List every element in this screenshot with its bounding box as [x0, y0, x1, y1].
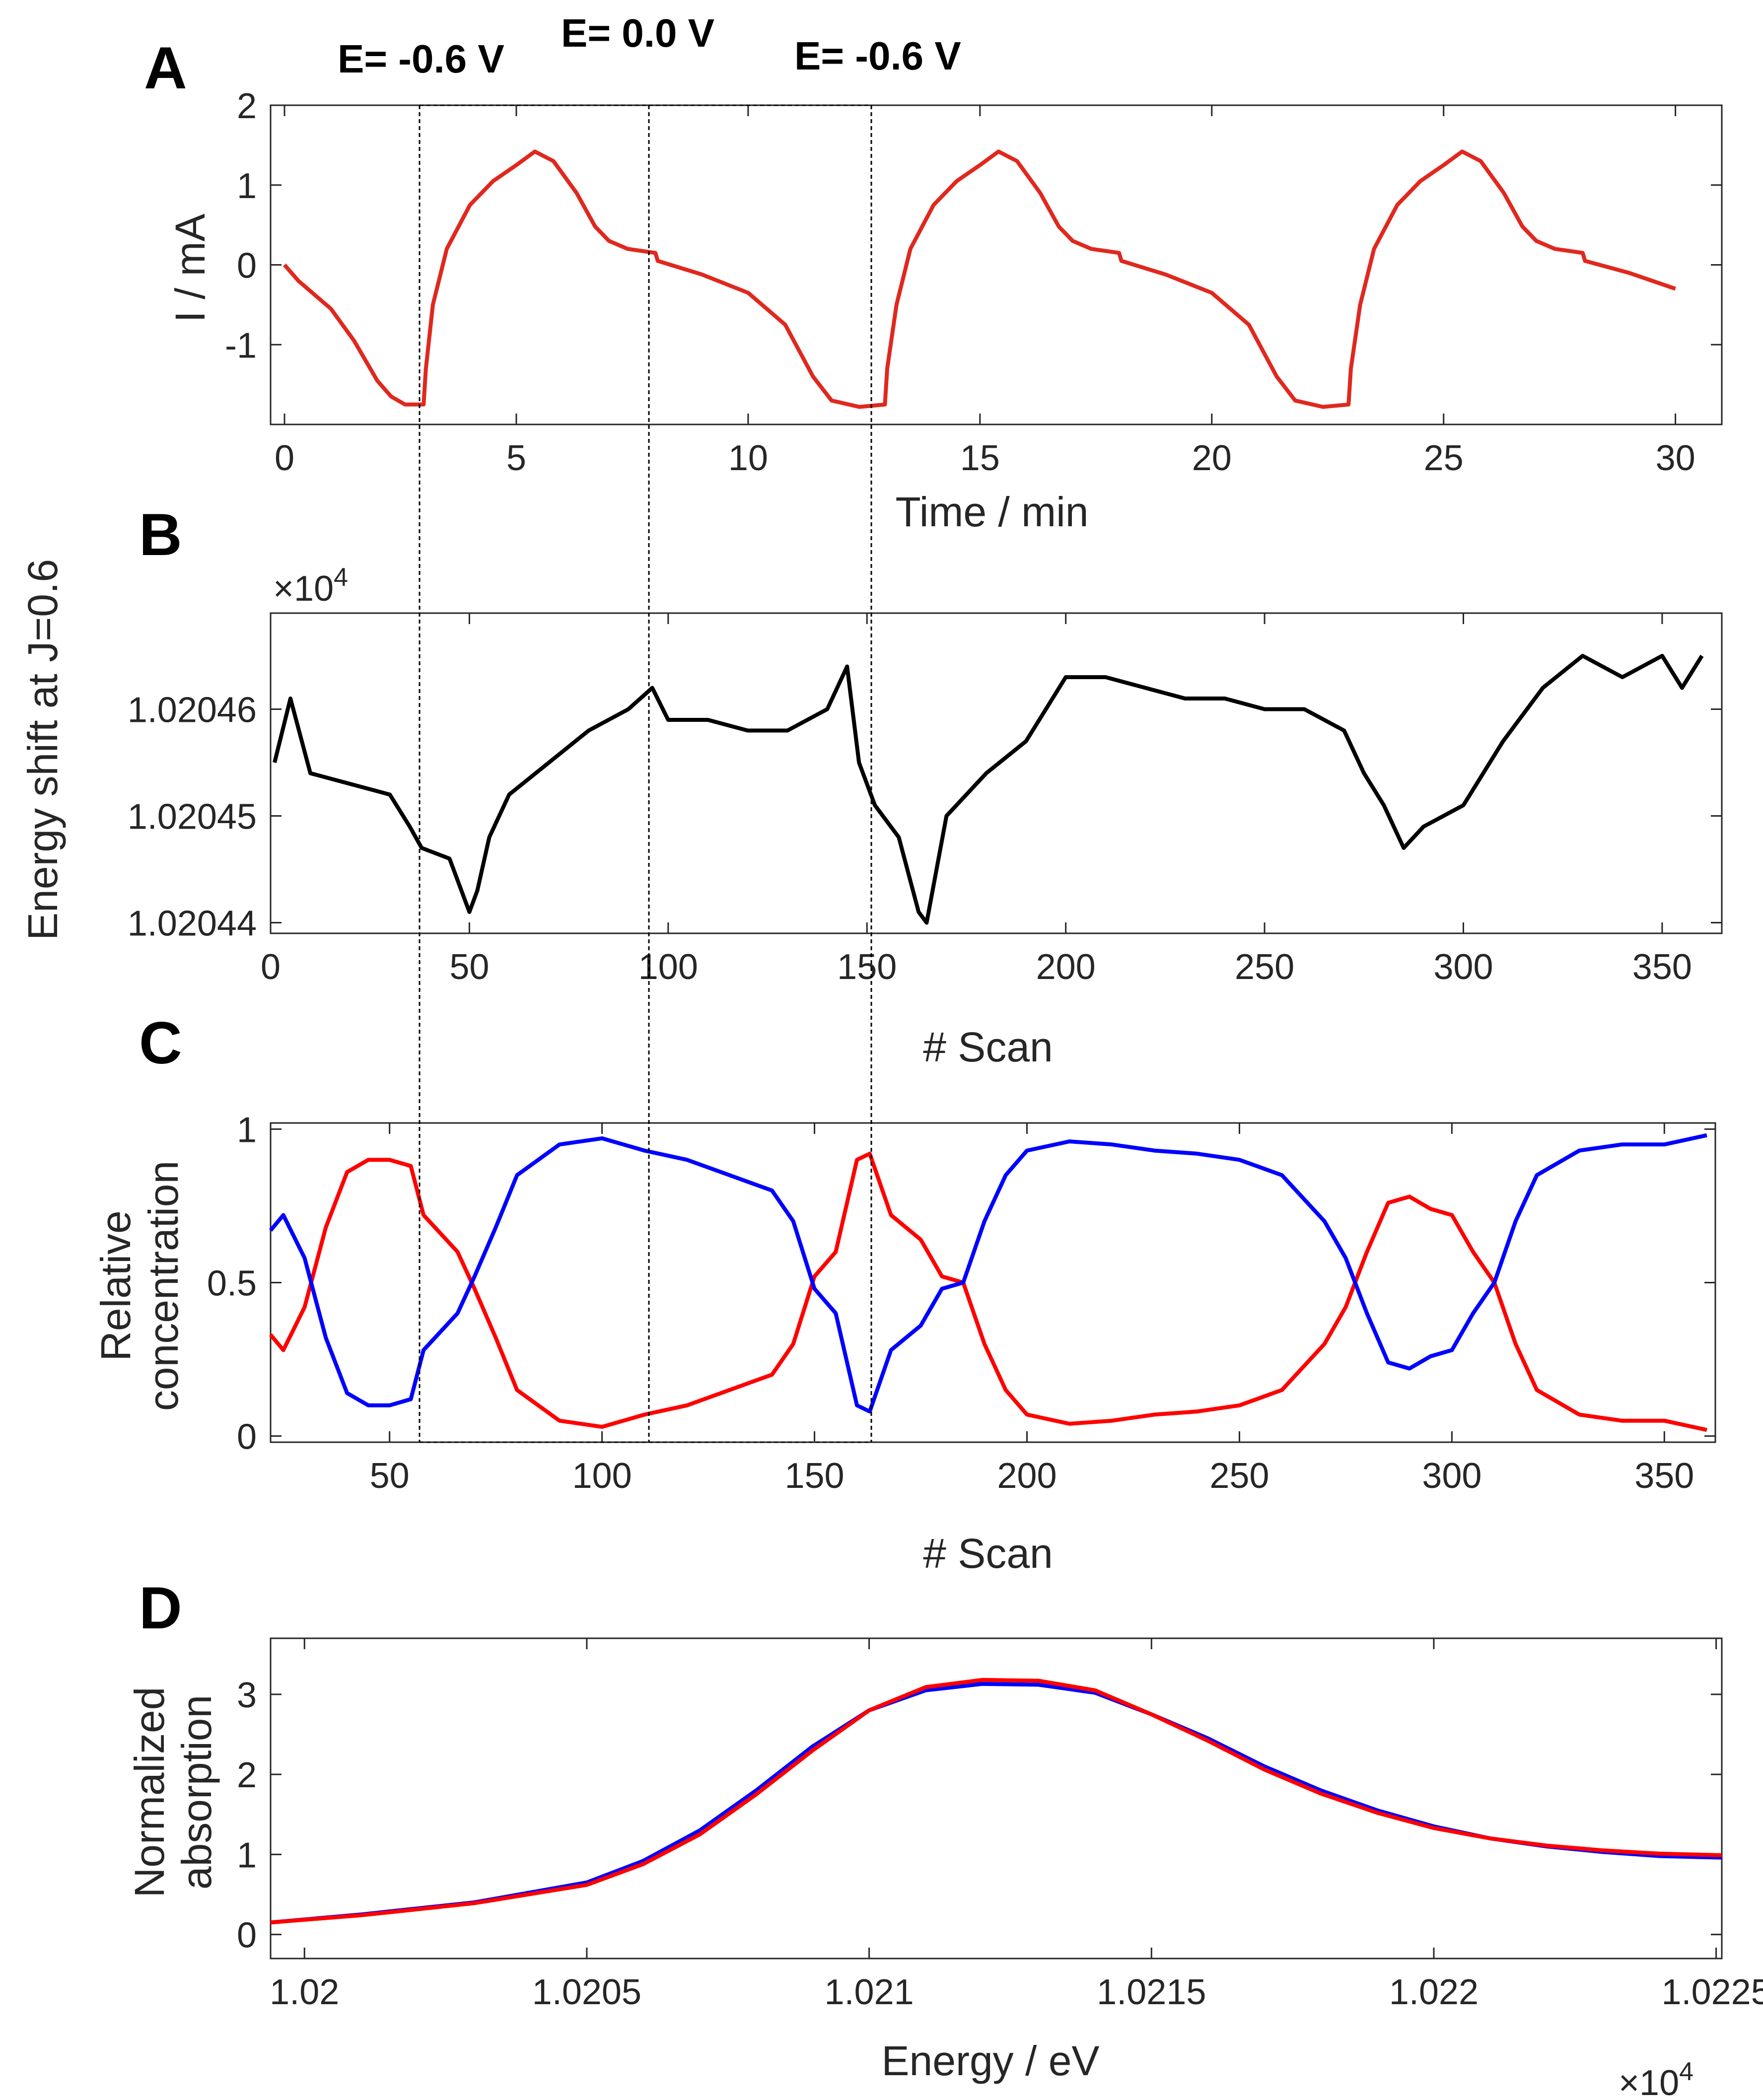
x-tick-label: 250: [1235, 947, 1294, 987]
x-tick-label: 300: [1433, 947, 1493, 987]
y-tick-label: 0: [237, 1916, 257, 1956]
panel-d-axis-multiplier: ×104: [1619, 2057, 1693, 2100]
y-tick-label: -1: [225, 326, 257, 365]
y-tick-label: 1: [237, 1110, 257, 1150]
plot-frame-d: [270, 1637, 1723, 1960]
x-tick-label: 0: [261, 947, 281, 987]
panel-d-y-axis-label-line2: absorption: [173, 1695, 220, 1890]
period-guide-lines: [419, 104, 872, 1443]
x-tick-label: 150: [837, 947, 897, 987]
panel-letter-b: B: [139, 501, 182, 568]
y-tick-label: 1.02046: [128, 691, 257, 730]
y-tick-label: 2: [237, 1755, 257, 1795]
panel-letter-d: D: [139, 1575, 182, 1641]
x-tick-label: 1.02: [270, 1972, 339, 2012]
x-tick-label: 10: [728, 438, 768, 478]
series-line-b-0: [273, 654, 1704, 925]
x-tick-label: 50: [449, 947, 489, 987]
panel-b-x-axis-label: # Scan: [923, 1024, 1053, 1070]
panel-b-energy-shift-plot: 0 50 100 150 200 250 300 350 1.02044 1.02045 1.020…: [128, 612, 1723, 987]
panel-c-y-axis-label-line1: Relative: [92, 1210, 139, 1361]
panel-d-absorption-plot: 1.02 1.0205 1.021 1.0215 1.022 1.0225 0 1 2 3: [237, 1637, 1763, 2012]
panel-letter-c: C: [139, 1010, 182, 1076]
x-tick-label: 20: [1192, 438, 1232, 478]
y-tick-label: 0: [237, 1417, 257, 1457]
series-line-d-1: [270, 1678, 1722, 1925]
series-line-c-0: [269, 1151, 1707, 1432]
x-tick-label: 50: [370, 1456, 410, 1496]
x-tick-label: 1.022: [1389, 1972, 1479, 2012]
x-tick-label: 300: [1422, 1456, 1481, 1496]
plot-frame-c: [270, 1122, 1716, 1443]
x-tick-label: 0: [275, 438, 294, 478]
x-tick-label: 25: [1424, 438, 1464, 478]
potential-label-right: E= -0.6 V: [794, 34, 961, 78]
x-tick-label: 100: [572, 1456, 632, 1496]
x-tick-label: 200: [997, 1456, 1057, 1496]
y-tick-label: 2: [237, 86, 257, 126]
potential-label-middle: E= 0.0 V: [561, 11, 714, 55]
y-tick-label: 1.02045: [128, 797, 257, 837]
x-tick-label: 30: [1656, 438, 1695, 478]
panel-a-current-plot: 0 5 10 15 20 25 30 -1 0 1 2: [225, 86, 1723, 478]
series-line-d-0: [270, 1681, 1722, 1925]
y-tick-label: 1: [237, 1835, 257, 1875]
x-tick-label: 250: [1209, 1456, 1269, 1496]
y-tick-label: 1: [237, 166, 257, 206]
x-tick-label: 5: [506, 438, 526, 478]
x-tick-label: 1.0215: [1097, 1972, 1206, 2012]
x-tick-label: 150: [784, 1456, 844, 1496]
y-tick-label: 0: [237, 246, 257, 286]
x-tick-label: 350: [1632, 947, 1692, 987]
x-tick-label: 1.021: [825, 1972, 914, 2012]
potential-label-left: E= -0.6 V: [338, 37, 504, 81]
x-tick-label: 200: [1036, 947, 1096, 987]
x-tick-label: 350: [1634, 1456, 1694, 1496]
panel-a-x-axis-label: Time / min: [896, 489, 1089, 535]
panel-letter-a: A: [144, 35, 187, 101]
x-tick-label: 100: [638, 947, 698, 987]
panel-b-y-axis-label: Energy shift at J=0.6: [19, 559, 66, 940]
series-line-a-0: [282, 149, 1676, 409]
panel-c-y-axis-label-line2: concentration: [140, 1161, 187, 1411]
panel-c-x-axis-label: # Scan: [923, 1530, 1053, 1577]
x-tick-label: 1.0205: [532, 1972, 641, 2012]
plot-frame-b: [270, 612, 1723, 934]
series-line-c-1: [269, 1133, 1707, 1414]
panel-b-axis-multiplier: ×104: [273, 563, 348, 609]
x-tick-label: 15: [960, 438, 1000, 478]
panel-d-x-axis-label: Energy / eV: [882, 2037, 1100, 2084]
y-tick-label: 1.02044: [128, 904, 257, 944]
panel-a-y-axis-label: I / mA: [167, 213, 213, 322]
panel-c-concentration-plot: 50 100 150 200 250 300 350 0 0.5 1: [207, 1110, 1716, 1496]
y-tick-label: 0.5: [207, 1264, 257, 1304]
y-tick-label: 3: [237, 1676, 257, 1715]
panel-d-y-axis-label-line1: Normalized: [126, 1687, 173, 1898]
x-tick-label: 1.0225: [1662, 1972, 1763, 2012]
